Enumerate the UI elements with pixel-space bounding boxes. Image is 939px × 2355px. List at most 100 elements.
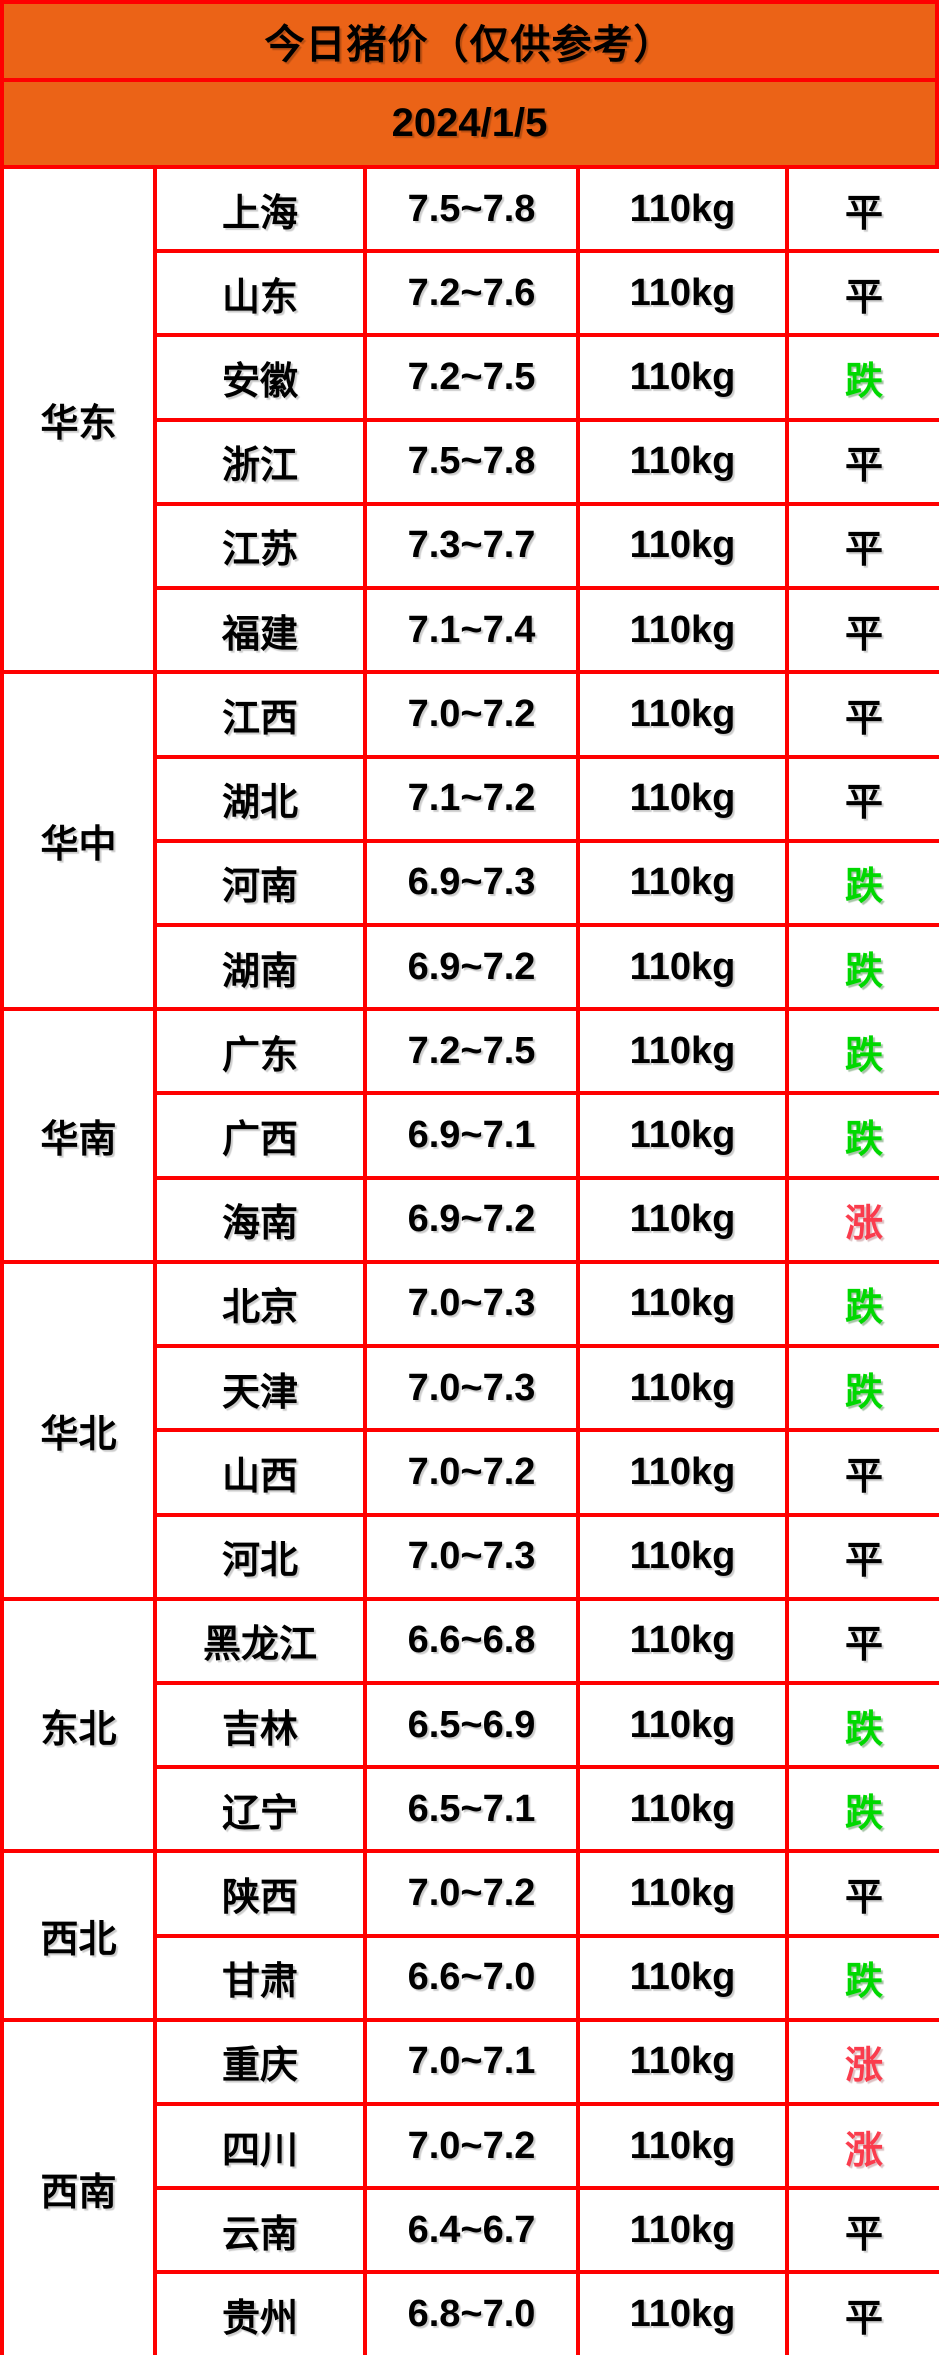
table-row: 福建 7.1~7.4 110kg 平 [2,586,939,675]
weight-cell: 110kg [576,333,789,422]
weight-cell: 110kg [576,2102,789,2191]
province-cell: 福建 [153,586,367,675]
table-row: 四川 7.0~7.2 110kg 涨 [2,2102,939,2191]
table-row: 河北 7.0~7.3 110kg 平 [2,1512,939,1601]
trend-status-cell: 跌 [785,1344,939,1433]
table-row: 华南 广东 7.2~7.5 110kg 跌 [0,1007,939,1264]
trend-status-cell: 平 [785,501,939,591]
trend-status-cell: 跌 [785,1680,939,1770]
region-cell: 华东 [0,164,157,675]
price-range-cell: 7.0~7.3 [363,1344,580,1433]
province-cell: 山东 [153,249,367,338]
weight-cell: 110kg [576,417,789,506]
weight-cell: 110kg [576,1091,789,1180]
weight-cell: 110kg [576,2186,789,2275]
province-cell: 陕西 [153,1849,367,1938]
table-row: 广西 6.9~7.1 110kg 跌 [2,1091,939,1180]
table-row: 甘肃 6.6~7.0 110kg 跌 [2,1933,939,2022]
price-range-cell: 7.2~7.5 [363,333,580,422]
province-cell: 云南 [153,2186,367,2275]
price-range-cell: 7.0~7.2 [363,1849,580,1938]
table-row: 云南 6.4~6.7 110kg 平 [2,2186,939,2275]
province-cell: 天津 [153,1344,367,1433]
table-row: 湖南 6.9~7.2 110kg 跌 [2,922,939,1012]
weight-cell: 110kg [576,1428,789,1517]
table-row: 华东 上海 7.5~7.8 110kg 平 [0,164,939,675]
page-title: 今日猪价（仅供参考） [0,0,939,82]
trend-status-cell: 平 [785,2186,939,2275]
trend-status-cell: 平 [785,1849,939,1938]
weight-cell: 110kg [576,1007,789,1096]
trend-status-cell: 平 [785,1428,939,1517]
trend-status-cell: 平 [785,586,939,675]
weight-cell: 110kg [576,1596,789,1685]
weight-cell: 110kg [576,754,789,843]
price-range-cell: 6.9~7.2 [363,1175,580,1264]
trend-status-cell: 涨 [785,1175,939,1264]
province-cell: 浙江 [153,417,367,506]
province-cell: 湖北 [153,754,367,843]
trend-status-cell: 平 [785,2270,939,2355]
province-cell: 河北 [153,1512,367,1601]
trend-status-cell: 跌 [785,838,939,927]
province-cell: 四川 [153,2102,367,2191]
price-range-cell: 7.5~7.8 [363,164,580,254]
table-row: 贵州 6.8~7.0 110kg 平 [2,2270,939,2355]
table-row: 山西 7.0~7.2 110kg 平 [2,1428,939,1517]
province-cell: 广东 [153,1007,367,1096]
trend-status-cell: 跌 [785,1259,939,1349]
price-range-cell: 6.4~6.7 [363,2186,580,2275]
weight-cell: 110kg [576,586,789,675]
region-cell: 华中 [0,670,157,1012]
trend-status-cell: 跌 [785,1765,939,1854]
price-range-cell: 7.0~7.3 [363,1259,580,1349]
table-row: 山东 7.2~7.6 110kg 平 [2,249,939,338]
province-cell: 重庆 [153,2017,367,2107]
province-cell: 河南 [153,838,367,927]
date-label: 2024/1/5 [0,82,939,165]
province-cell: 贵州 [153,2270,367,2355]
weight-cell: 110kg [576,1259,789,1349]
trend-status-cell: 平 [785,670,939,759]
price-range-cell: 6.9~7.3 [363,838,580,927]
trend-status-cell: 跌 [785,1933,939,2022]
table-row: 华中 江西 7.0~7.2 110kg 平 [0,670,939,1012]
trend-status-cell: 涨 [785,2102,939,2191]
weight-cell: 110kg [576,1933,789,2022]
region-cell: 东北 [0,1596,157,1854]
province-cell: 辽宁 [153,1765,367,1854]
trend-status-cell: 跌 [785,922,939,1012]
trend-status-cell: 跌 [785,333,939,422]
weight-cell: 110kg [576,164,789,254]
province-cell: 安徽 [153,333,367,422]
province-cell: 黑龙江 [153,1596,367,1685]
price-range-cell: 7.0~7.1 [363,2017,580,2107]
price-range-cell: 7.3~7.7 [363,501,580,591]
table-row: 西南 重庆 7.0~7.1 110kg 涨 [0,2017,939,2355]
trend-status-cell: 平 [785,1512,939,1601]
price-range-cell: 7.2~7.5 [363,1007,580,1096]
trend-status-cell: 平 [785,249,939,338]
table-row: 海南 6.9~7.2 110kg 涨 [2,1175,939,1264]
price-range-cell: 7.0~7.2 [363,2102,580,2191]
province-cell: 海南 [153,1175,367,1264]
weight-cell: 110kg [576,670,789,759]
price-range-cell: 7.1~7.4 [363,586,580,675]
province-cell: 山西 [153,1428,367,1517]
price-range-cell: 6.6~6.8 [363,1596,580,1685]
price-table: 华东 上海 7.5~7.8 110kg 平 山东 7.2~7.6 110kg 平… [0,164,939,2355]
province-cell: 甘肃 [153,1933,367,2022]
price-range-cell: 6.5~7.1 [363,1765,580,1854]
price-range-cell: 6.8~7.0 [363,2270,580,2355]
price-range-cell: 6.6~7.0 [363,1933,580,2022]
trend-status-cell: 平 [785,417,939,506]
trend-status-cell: 涨 [785,2017,939,2107]
weight-cell: 110kg [576,249,789,338]
price-range-cell: 6.9~7.1 [363,1091,580,1180]
weight-cell: 110kg [576,1765,789,1854]
weight-cell: 110kg [576,1512,789,1601]
province-cell: 江西 [153,670,367,759]
price-range-cell: 6.5~6.9 [363,1680,580,1770]
region-cell: 西南 [0,2017,157,2355]
